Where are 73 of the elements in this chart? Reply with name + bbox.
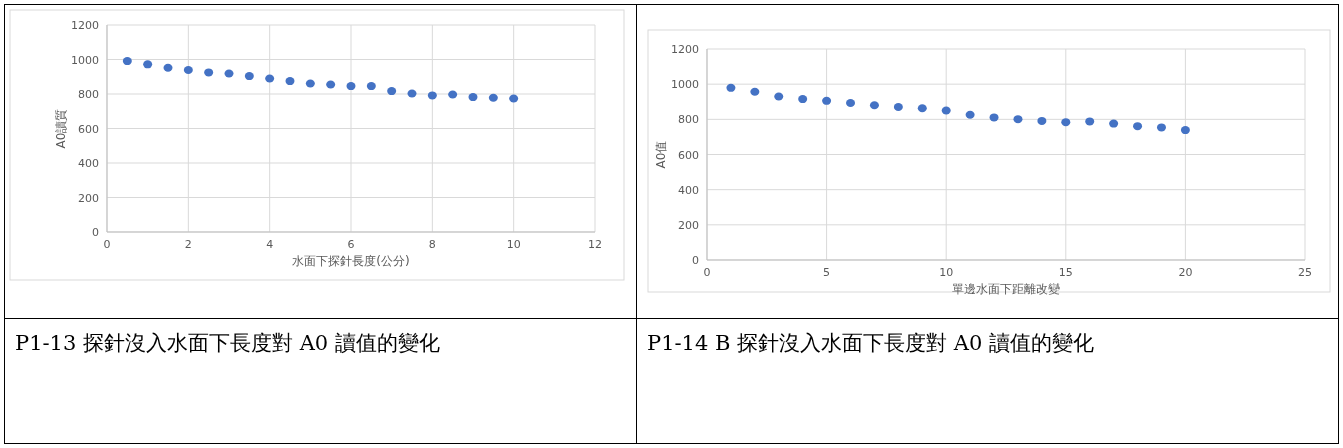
text: P1-13 探針沒入水面下長度對 A0 讀值的變化 (4, 318, 637, 444)
y-tick-label: 800 (678, 113, 699, 127)
y-tick-label: 1000 (671, 78, 699, 92)
y-tick-label: 1200 (671, 43, 699, 56)
x-tick-label: 12 (588, 238, 602, 251)
y-tick-label: 0 (692, 254, 699, 267)
point (468, 93, 478, 102)
x-axis-title: 水面下探針長度(公分) (292, 254, 410, 268)
y-axis-title: A0值 (654, 140, 668, 169)
point (285, 77, 295, 86)
point (346, 82, 356, 91)
point (326, 80, 336, 89)
point (427, 91, 437, 100)
y-tick-label: 0 (92, 226, 99, 239)
point (224, 69, 234, 78)
point (893, 103, 903, 112)
x-tick-label: 2 (184, 238, 192, 251)
point (1109, 119, 1119, 128)
x-tick-label: 5 (823, 266, 831, 279)
x-tick-label: 0 (103, 238, 111, 251)
point (989, 113, 999, 122)
point (1037, 116, 1047, 125)
x-tick-label: 8 (428, 238, 436, 251)
point (265, 74, 275, 83)
point (1085, 117, 1095, 126)
point (1133, 122, 1143, 131)
point (122, 57, 132, 66)
x-tick-label: 20 (1178, 266, 1193, 279)
y-tick-label: 400 (678, 183, 699, 197)
point (798, 95, 808, 104)
point (407, 89, 417, 98)
point (846, 98, 856, 107)
text: P1-14 B 探針沒入水面下長度對 A0 讀值的變化 (636, 318, 1339, 444)
y-tick-label: 600 (78, 122, 99, 136)
point (143, 60, 153, 69)
point (305, 79, 315, 88)
point (204, 68, 214, 77)
point (1061, 118, 1071, 127)
point (965, 110, 975, 119)
point (1180, 126, 1190, 135)
x-tick-label: 4 (266, 238, 274, 251)
x-tick-label: 6 (347, 238, 355, 251)
point (1013, 115, 1023, 124)
x-axis-title: 單邊水面下距離改變 (952, 282, 1060, 296)
x-tick-label: 15 (1058, 266, 1073, 279)
y-tick-label: 200 (78, 191, 99, 205)
point (822, 96, 832, 105)
point (941, 106, 951, 115)
point (387, 87, 397, 96)
point (869, 101, 879, 110)
x-tick-label: 25 (1298, 266, 1312, 279)
x-tick-label: 10 (939, 266, 954, 279)
point (163, 63, 173, 72)
y-tick-label: 400 (78, 157, 99, 170)
point (750, 87, 760, 96)
point (1156, 123, 1166, 132)
x-tick-label: 10 (506, 238, 521, 251)
y-tick-label: 1200 (71, 19, 99, 32)
point (448, 90, 458, 99)
point (244, 72, 254, 81)
point (366, 82, 376, 91)
point (917, 104, 927, 113)
point (774, 92, 784, 101)
y-tick-label: 200 (678, 218, 699, 232)
x-tick-label: 0 (703, 266, 711, 279)
y-tick-label: 800 (78, 88, 99, 101)
y-axis-title: A0讀質 (54, 108, 68, 149)
point (726, 83, 736, 92)
y-tick-label: 600 (678, 148, 699, 162)
point (183, 66, 193, 75)
point (488, 93, 498, 102)
y-tick-label: 1000 (71, 53, 99, 67)
point (509, 94, 519, 103)
